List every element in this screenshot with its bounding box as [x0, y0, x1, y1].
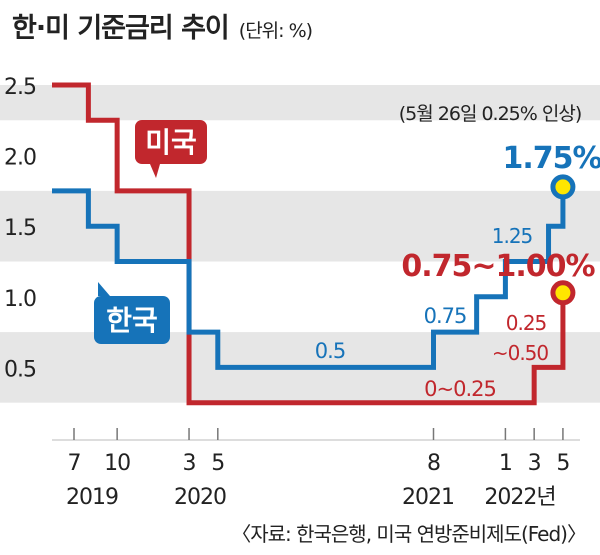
x-tick-year: 2020 [174, 485, 226, 510]
legend-us-label: 미국 [145, 126, 197, 159]
y-tick-label: 1.5 [4, 216, 36, 241]
x-tick-month: 3 [528, 451, 541, 476]
legend-korea-pointer [98, 282, 110, 296]
legend-us-box [135, 120, 207, 164]
chart-header: 한·미 기준금리 추이 (단위: %) [12, 6, 313, 45]
data-label-korea: 0.5 [315, 339, 345, 363]
x-tick-month: 7 [68, 451, 81, 476]
x-tick-year: 2019 [66, 485, 118, 510]
x-tick-year: 2021 [402, 485, 454, 510]
chart-title: 한·미 기준금리 추이 [12, 13, 230, 44]
data-label-us: 0~0.25 [424, 377, 496, 401]
source-note: 〈자료: 한국은행, 미국 연방준비제도(Fed)〉 [231, 522, 587, 546]
series-line-korea [52, 188, 566, 370]
unit-label: (단위: %) [238, 20, 313, 42]
data-label-korea-latest: 1.75% [502, 141, 600, 176]
data-label-korea: 1.25 [492, 224, 533, 248]
data-label-us-latest: 0.75~1.00% [401, 249, 595, 284]
series-line-us [52, 82, 566, 406]
x-tick-month: 10 [104, 451, 130, 476]
x-tick-year: 2022년 [484, 485, 555, 510]
x-tick-month: 3 [183, 451, 196, 476]
end-marker-us [550, 280, 576, 306]
y-tick-label: 1.0 [4, 287, 36, 312]
legend-korea-box [94, 296, 170, 344]
y-tick-label: 2.0 [4, 146, 36, 171]
data-label-korea: 0.75 [424, 304, 467, 328]
grid-band [0, 85, 600, 121]
data-label-us: ~0.50 [492, 341, 549, 365]
legend-us-pointer [150, 164, 160, 178]
x-tick-month: 1 [499, 451, 512, 476]
annotation-note: (5월 26일 0.25% 인상) [399, 103, 582, 125]
legend-korea-label: 한국 [106, 304, 158, 337]
x-tick-month: 5 [556, 451, 569, 476]
end-marker-korea [550, 174, 576, 200]
x-tick-month: 5 [211, 451, 224, 476]
x-tick-month: 8 [427, 451, 440, 476]
y-tick-label: 0.5 [4, 357, 36, 382]
y-tick-label: 2.5 [4, 75, 36, 100]
data-label-us: 0.25 [506, 311, 547, 335]
